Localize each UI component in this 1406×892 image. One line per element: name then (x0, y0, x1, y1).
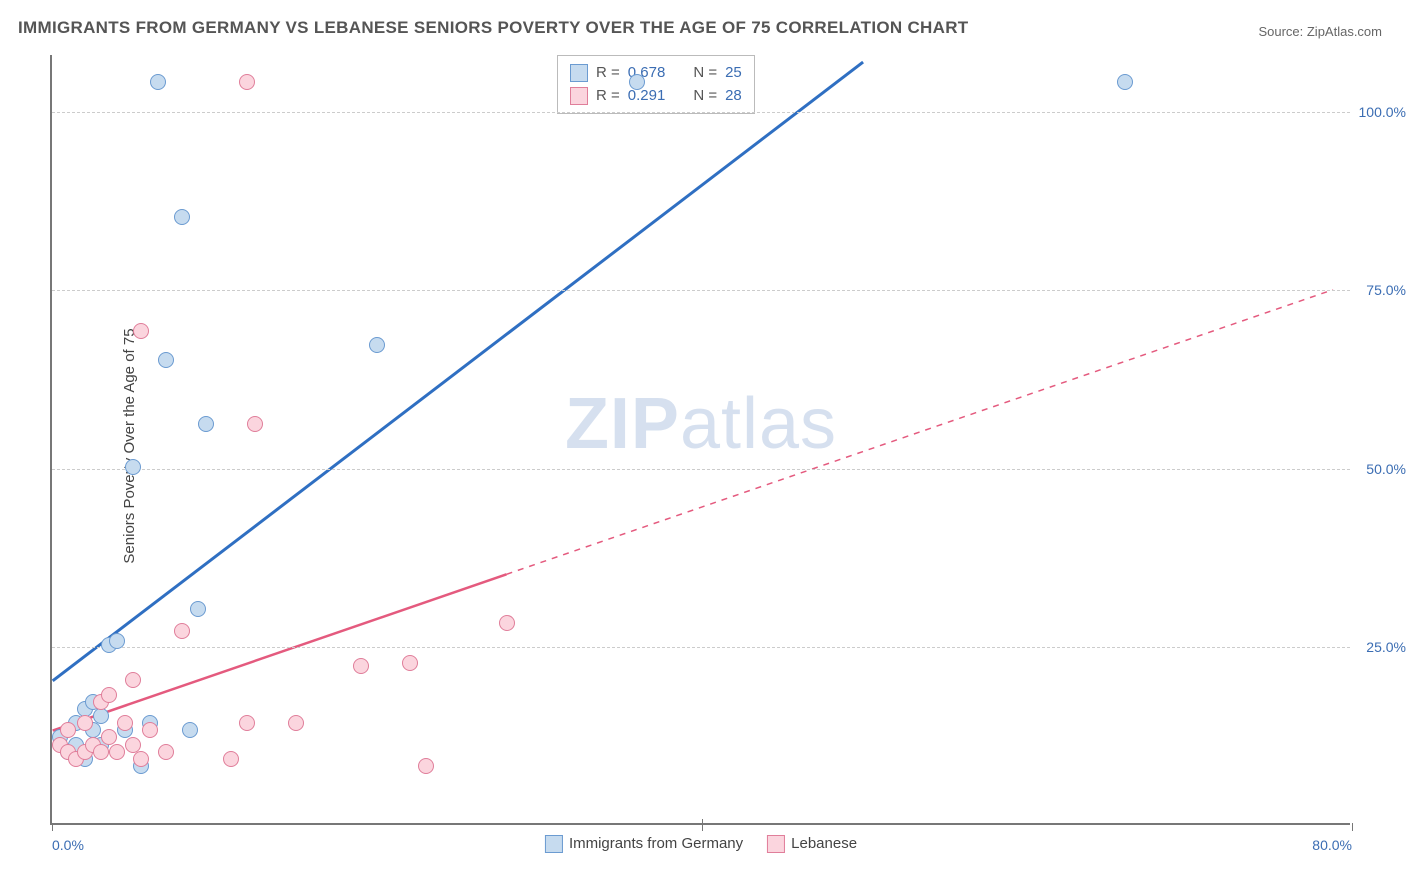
data-point (117, 715, 133, 731)
series-legend: Immigrants from Germany Lebanese (545, 835, 857, 853)
data-point (247, 416, 263, 432)
data-point (418, 758, 434, 774)
data-point (125, 459, 141, 475)
legend-swatch-lebanese (570, 87, 588, 105)
data-point (142, 722, 158, 738)
data-point (629, 74, 645, 90)
legend-n-value: 28 (725, 85, 742, 108)
data-point (101, 687, 117, 703)
data-point (239, 74, 255, 90)
data-point (60, 722, 76, 738)
legend-label-germany: Immigrants from Germany (569, 835, 743, 852)
data-point (150, 74, 166, 90)
data-point (93, 744, 109, 760)
chart-title: IMMIGRANTS FROM GERMANY VS LEBANESE SENI… (18, 18, 968, 38)
x-tick-mark (52, 823, 53, 831)
legend-row-lebanese: R = 0.291 N = 28 (570, 85, 742, 108)
data-point (133, 323, 149, 339)
data-point (190, 601, 206, 617)
data-point (369, 337, 385, 353)
legend-swatch-lebanese-bottom (767, 835, 785, 853)
legend-label-lebanese: Lebanese (791, 835, 857, 852)
data-point (77, 715, 93, 731)
source-value: ZipAtlas.com (1307, 24, 1382, 39)
legend-n-value: 25 (725, 62, 742, 85)
watermark-atlas: atlas (680, 384, 837, 464)
y-tick-label: 25.0% (1366, 639, 1406, 655)
data-point (109, 633, 125, 649)
source-attribution: Source: ZipAtlas.com (1258, 24, 1382, 39)
legend-r-label: R = (596, 62, 620, 85)
data-point (125, 672, 141, 688)
x-tick-label: 0.0% (52, 837, 84, 853)
legend-n-label: N = (693, 62, 717, 85)
legend-swatch-germany-bottom (545, 835, 563, 853)
legend-swatch-germany (570, 64, 588, 82)
data-point (109, 744, 125, 760)
watermark: ZIPatlas (565, 383, 837, 465)
x-tick-mark (1352, 823, 1353, 831)
data-point (1117, 74, 1133, 90)
legend-n-label: N = (693, 85, 717, 108)
data-point (93, 708, 109, 724)
data-point (353, 658, 369, 674)
plot-area: ZIPatlas R = 0.678 N = 25 R = 0.291 N = … (50, 55, 1350, 825)
data-point (198, 416, 214, 432)
y-tick-label: 100.0% (1359, 104, 1406, 120)
data-point (402, 655, 418, 671)
legend-item-lebanese: Lebanese (767, 835, 857, 853)
x-tick-label: 80.0% (1312, 837, 1352, 853)
data-point (182, 722, 198, 738)
x-tick-mark (702, 819, 703, 831)
data-point (133, 751, 149, 767)
data-point (499, 615, 515, 631)
watermark-zip: ZIP (565, 384, 680, 464)
legend-r-label: R = (596, 85, 620, 108)
data-point (158, 352, 174, 368)
legend-item-germany: Immigrants from Germany (545, 835, 743, 853)
y-tick-label: 75.0% (1366, 282, 1406, 298)
data-point (288, 715, 304, 731)
gridline (52, 290, 1350, 291)
trend-lines-svg (52, 55, 1350, 823)
data-point (174, 623, 190, 639)
data-point (158, 744, 174, 760)
source-label: Source: (1258, 24, 1306, 39)
gridline (52, 647, 1350, 648)
legend-row-germany: R = 0.678 N = 25 (570, 62, 742, 85)
data-point (223, 751, 239, 767)
data-point (174, 209, 190, 225)
correlation-legend: R = 0.678 N = 25 R = 0.291 N = 28 (557, 55, 755, 114)
y-tick-label: 50.0% (1366, 461, 1406, 477)
gridline (52, 469, 1350, 470)
data-point (239, 715, 255, 731)
gridline (52, 112, 1350, 113)
